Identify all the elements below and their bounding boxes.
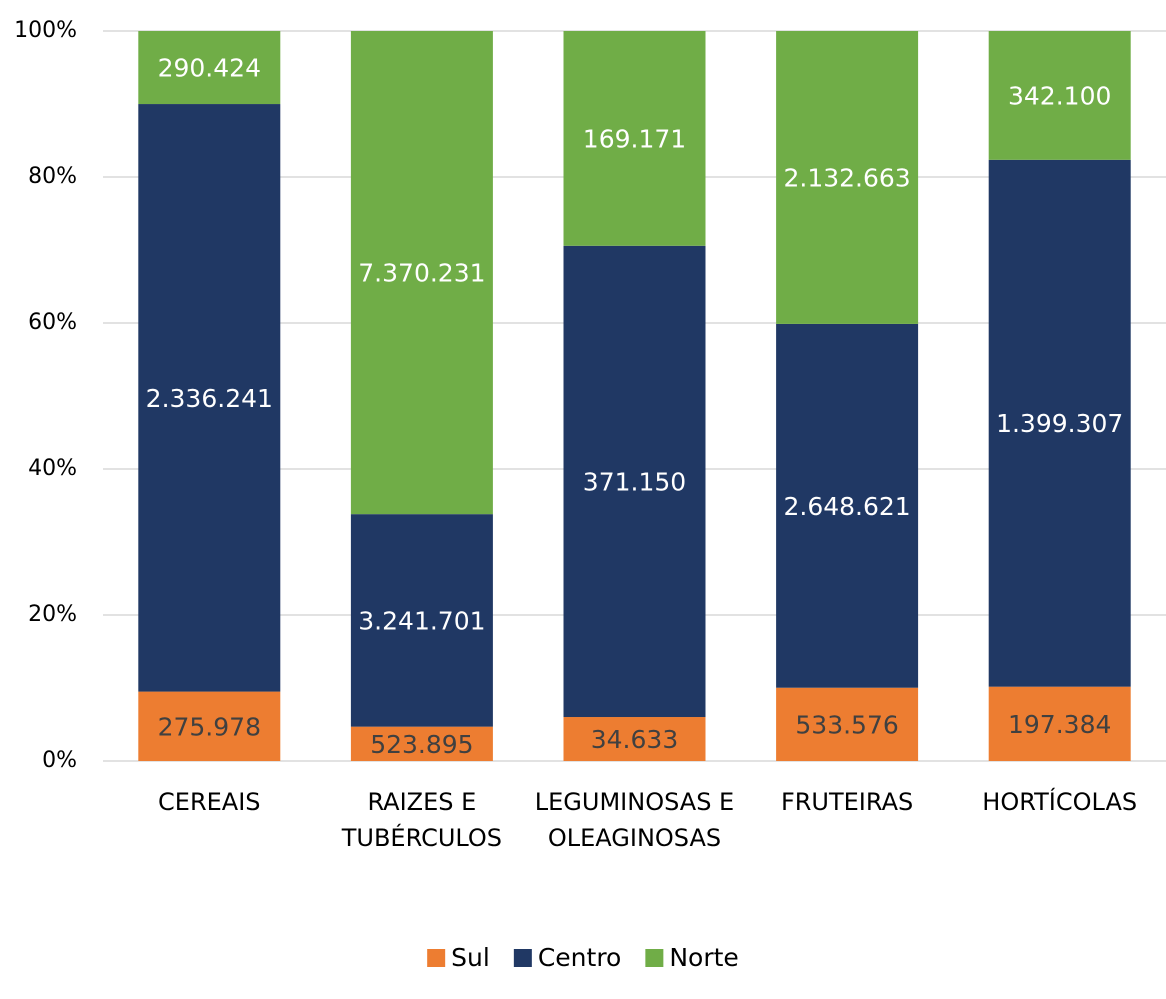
legend-label: Sul [451,943,490,972]
bar-segment [988,686,1131,761]
bar-segment [563,31,706,246]
x-tick-label: RAIZES E TUBÉRCULOS [341,788,503,852]
data-label: 1.399.307 [996,409,1123,438]
y-tick-label: 20% [28,602,77,627]
legend-swatch [645,949,664,967]
data-label: 7.370.231 [358,259,485,288]
bar-segment [988,31,1131,160]
bar-segment [563,245,706,718]
legend-label: Norte [669,943,738,972]
data-label: 533.576 [795,710,898,739]
legend-swatch [427,949,446,967]
data-label: 2.132.663 [783,163,910,192]
bar-segment [350,726,493,761]
y-tick-label: 80% [28,164,77,189]
x-tick-label: CEREAIS [158,788,261,816]
data-label: 2.648.621 [783,492,910,521]
data-label: 3.241.701 [358,606,485,635]
data-label: 342.100 [1008,81,1111,110]
bar-segment [776,323,919,688]
data-label: 290.424 [158,54,261,83]
x-tick-label: LEGUMINOSAS E OLEAGINOSAS [534,788,735,852]
data-label: 371.150 [583,467,686,496]
bar-segment [138,104,281,692]
data-label: 275.978 [158,712,261,741]
y-tick-label: 0% [42,748,77,773]
bar-segment [988,159,1131,687]
bar-segment [138,31,281,105]
x-tick-label: HORTÍCOLAS [982,788,1138,816]
y-tick-label: 40% [28,456,77,481]
data-label: 169.171 [583,124,686,153]
y-tick-label: 60% [28,310,77,335]
data-label: 2.336.241 [146,384,273,413]
bar-segment [776,31,919,324]
legend-label: Centro [538,943,622,972]
bar-segment [350,514,493,727]
bar-segment [138,691,281,761]
x-tick-label: FRUTEIRAS [780,788,914,816]
y-tick-label: 100% [14,18,77,43]
legend-swatch [513,949,532,967]
bar-segment [776,687,919,761]
data-label: 34.633 [591,725,678,754]
bar-segment [563,717,706,761]
bar-segment [350,31,493,515]
data-label: 197.384 [1008,710,1111,739]
data-label: 523.895 [370,730,473,759]
